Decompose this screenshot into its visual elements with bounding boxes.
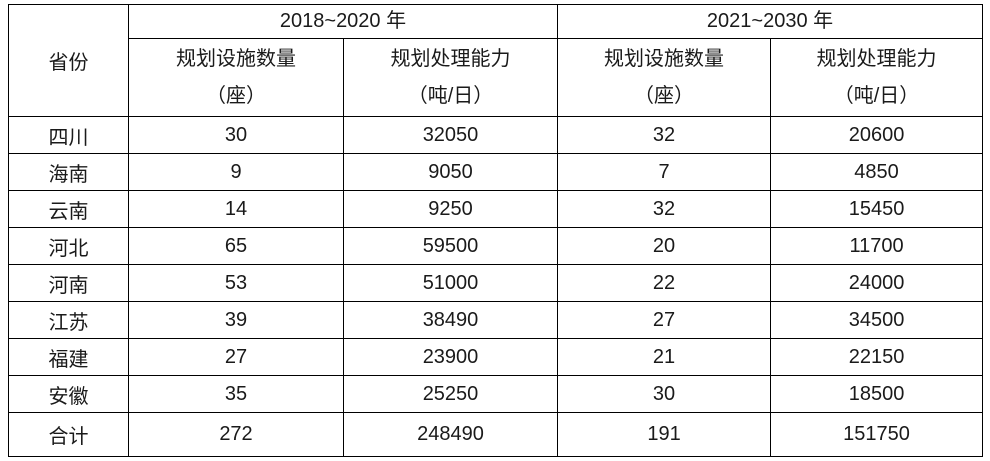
facility-count-header-2021-2030-title: 规划设施数量 [604, 47, 725, 70]
year-group-2021-2030-label: 2021~2030 年 [706, 10, 834, 32]
capacity-2018-2020-cell: 38490 [342, 301, 559, 339]
province-cell: 云南 [8, 190, 129, 228]
province-cell: 河北 [8, 227, 129, 265]
capacity-2018-2020-cell: 23900 [342, 338, 559, 376]
facility-count-2018-2020-cell: 53 [128, 264, 344, 302]
capacity-2021-2030-cell: 34500 [770, 301, 984, 339]
capacity-2021-2030-cell: 11700 [770, 227, 984, 265]
facility-count-header-2018-2020-unit: （座） [206, 84, 266, 107]
capacity-2021-2030-cell: 18500 [770, 375, 984, 413]
capacity-2018-2020-cell: 32050 [342, 116, 559, 154]
facility-count-2018-2020-cell: 27 [128, 338, 344, 376]
capacity-2018-2020-cell: 25250 [342, 375, 559, 413]
facility-count-header-2021-2030-unit: （座） [634, 84, 695, 107]
planning-table: 省份 2018~2020 年 2021~2030 年 规划设施数量 （座） 规划… [8, 4, 984, 457]
facility-count-2018-2020-cell: 65 [128, 227, 344, 265]
facility-count-header-2018-2020-title: 规划设施数量 [176, 47, 296, 70]
year-header-row: 省份 2018~2020 年 2021~2030 年 [8, 4, 984, 117]
capacity-header-2021-2030-title: 规划处理能力 [816, 47, 937, 70]
table-row: 安徽 35 25250 30 18500 [8, 375, 984, 413]
capacity-2018-2020-cell: 51000 [342, 264, 559, 302]
facility-count-2021-2030-cell: 20 [557, 227, 772, 265]
facility-count-2018-2020-cell: 272 [128, 412, 344, 457]
province-cell: 河南 [8, 264, 129, 302]
province-cell: 福建 [8, 338, 129, 376]
province-cell: 海南 [8, 153, 129, 191]
capacity-2021-2030-cell: 4850 [770, 153, 984, 191]
facility-count-header-2021-2030: 规划设施数量 （座） [557, 38, 772, 117]
table-row: 福建 27 23900 21 22150 [8, 338, 984, 376]
subheader-row: 规划设施数量 （座） 规划处理能力 （吨/日） 规划设施数量 （座） 规划处理能… [9, 38, 984, 117]
year-group-2018-2020: 2018~2020 年 [127, 4, 559, 39]
table-row: 云南 14 9250 32 15450 [8, 190, 984, 228]
capacity-header-2021-2030: 规划处理能力 （吨/日） [770, 38, 984, 117]
facility-count-2021-2030-cell: 27 [557, 301, 772, 339]
facility-count-2018-2020-cell: 35 [128, 375, 344, 413]
capacity-2018-2020-cell: 248490 [342, 412, 559, 457]
facility-count-2018-2020-cell: 14 [128, 190, 344, 228]
province-cell: 安徽 [8, 375, 129, 413]
table-row: 河北 65 59500 20 11700 [8, 227, 984, 265]
capacity-header-2021-2030-unit: （吨/日） [833, 84, 920, 107]
table-body: 四川 30 32050 32 20600 海南 9 9050 7 4850 云南 14 9250 32 15… [8, 116, 984, 457]
table-row: 海南 9 9050 7 4850 [8, 153, 984, 191]
province-cell: 四川 [8, 116, 129, 154]
facility-count-2021-2030-cell: 30 [557, 375, 772, 413]
facility-count-2018-2020-cell: 39 [128, 301, 344, 339]
facility-count-2018-2020-cell: 9 [128, 153, 344, 191]
year-group-2021-2030: 2021~2030 年 [557, 4, 984, 39]
capacity-2018-2020-cell: 9050 [342, 153, 559, 191]
table-header: 省份 2018~2020 年 2021~2030 年 规划设施数量 （座） 规划… [8, 4, 984, 117]
capacity-2018-2020-cell: 59500 [342, 227, 559, 265]
total-row: 合计 272 248490 191 151750 [8, 412, 984, 457]
capacity-header-2018-2020: 规划处理能力 （吨/日） [342, 38, 559, 117]
province-cell: 合计 [8, 412, 129, 457]
facility-count-2018-2020-cell: 30 [128, 116, 344, 154]
year-group-2018-2020-label: 2018~2020 年 [279, 10, 407, 32]
facility-count-2021-2030-cell: 22 [557, 264, 772, 302]
capacity-header-2018-2020-title: 规划处理能力 [390, 47, 511, 70]
table-row: 江苏 39 38490 27 34500 [8, 301, 984, 339]
facility-count-2021-2030-cell: 7 [557, 153, 772, 191]
table-row: 河南 53 51000 22 24000 [8, 264, 984, 302]
facility-count-header-2018-2020: 规划设施数量 （座） [128, 38, 344, 117]
province-cell: 江苏 [8, 301, 129, 339]
capacity-2021-2030-cell: 22150 [770, 338, 984, 376]
facility-count-2021-2030-cell: 21 [557, 338, 772, 376]
facility-count-2021-2030-cell: 191 [557, 412, 772, 457]
capacity-2018-2020-cell: 9250 [342, 190, 559, 228]
province-header-cell: 省份 [8, 4, 129, 117]
capacity-2021-2030-cell: 20600 [770, 116, 984, 154]
capacity-2021-2030-cell: 151750 [770, 412, 984, 457]
facility-count-2021-2030-cell: 32 [557, 116, 772, 154]
capacity-header-2018-2020-unit: （吨/日） [407, 84, 494, 107]
facility-count-2021-2030-cell: 32 [557, 190, 772, 228]
table-row: 四川 30 32050 32 20600 [8, 116, 984, 154]
capacity-2021-2030-cell: 24000 [770, 264, 984, 302]
capacity-2021-2030-cell: 15450 [770, 190, 984, 228]
